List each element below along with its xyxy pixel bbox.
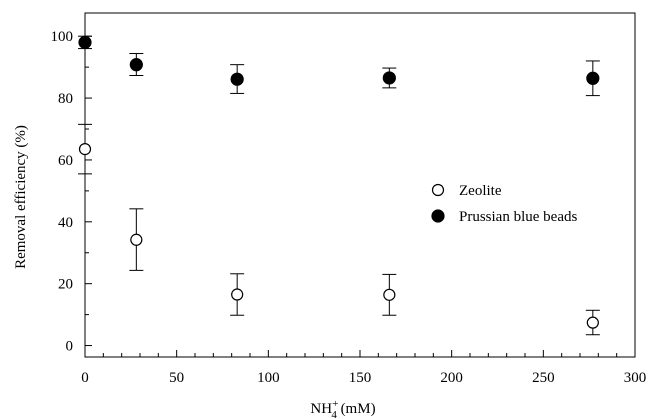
x-axis-label-base: NH	[310, 401, 332, 417]
legend-marker-filled	[431, 209, 445, 223]
y-tick-label: 20	[58, 277, 73, 293]
series-layer	[78, 35, 600, 336]
x-tick-label: 250	[532, 370, 555, 386]
y-tick-label: 80	[58, 91, 73, 107]
legend-marker-open	[431, 183, 445, 197]
x-tick-label: 0	[81, 370, 89, 386]
legend-label: Prussian blue beads	[459, 209, 577, 225]
data-point-open	[383, 288, 396, 301]
y-tick-label: 40	[58, 215, 73, 231]
x-tick-label: 200	[440, 370, 463, 386]
data-point-open	[586, 316, 599, 329]
data-point-open	[78, 143, 92, 156]
y-tick-label: 100	[51, 29, 74, 45]
data-point-filled	[78, 35, 92, 49]
y-axis: 0 20 40 60 80 100	[51, 29, 92, 355]
plot-border	[84, 12, 636, 358]
y-axis-label: Removal efficiency (%)	[13, 125, 29, 269]
data-point-filled	[586, 71, 600, 85]
x-axis-label-unit: (mM)	[337, 401, 376, 417]
x-axis-label: NH+ 4 (mM)	[310, 398, 375, 419]
legend-label: Zeolite	[459, 183, 502, 199]
data-point-open	[231, 288, 244, 301]
x-tick-label: 300	[624, 370, 647, 386]
legend: Zeolite Prussian blue beads	[431, 183, 577, 225]
x-tick-label: 50	[169, 370, 184, 386]
data-point-filled	[230, 72, 244, 86]
x-axis: 0 50 100 150 200 250 300	[81, 350, 646, 386]
data-point-filled	[129, 58, 143, 72]
x-tick-label: 150	[349, 370, 372, 386]
x-axis-label-sup: +	[332, 398, 338, 410]
x-axis-label-sub: 4	[331, 409, 337, 419]
series-zeolite	[78, 123, 600, 336]
x-tick-label: 100	[257, 370, 280, 386]
y-tick-label: 60	[58, 153, 73, 169]
series-prussian-blue-beads	[78, 35, 600, 97]
plot-frame	[84, 12, 636, 358]
data-point-open	[130, 233, 143, 246]
y-tick-label: 0	[66, 339, 74, 355]
data-point-filled	[382, 71, 396, 85]
